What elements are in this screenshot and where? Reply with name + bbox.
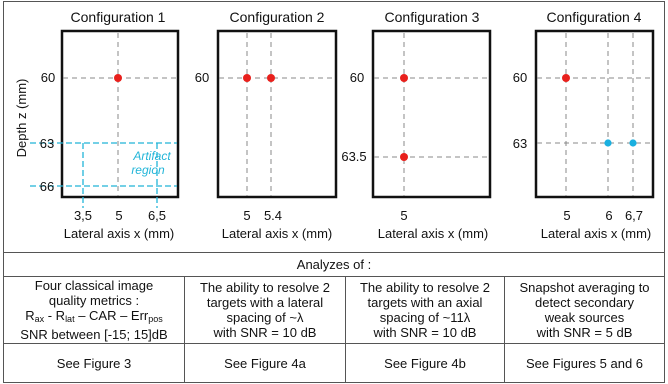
- depth-tick: 63.5: [341, 149, 366, 164]
- config-3-frame: [371, 29, 492, 199]
- artifact-label-1: Artifact: [132, 149, 171, 163]
- config-1-frame: [60, 29, 180, 199]
- config-4-title: Configuration 4: [547, 9, 642, 25]
- cell-line: SNR between [-15; 15]dB: [20, 327, 168, 342]
- metric-r: R: [25, 308, 35, 323]
- cell-line: Snapshot averaging to: [519, 280, 650, 295]
- cell-line: quality metrics :: [48, 293, 140, 308]
- depth-tick: 60: [41, 70, 55, 85]
- weak-source-point: [629, 139, 637, 147]
- metric-sub: ax: [34, 314, 45, 324]
- analysis-cell-snapshot: Snapshot averaging to detect secondary w…: [505, 277, 664, 343]
- cell-line: The ability to resolve 2: [199, 280, 331, 295]
- depth-tick: 66: [40, 179, 54, 194]
- metrics-formula: Rax - Rlat – CAR – Errpos: [25, 308, 163, 327]
- lateral-axis-label: Lateral axis x (mm): [222, 226, 333, 241]
- lateral-tick: 5.4: [264, 208, 282, 223]
- figure-reference: See Figure 3: [56, 356, 132, 371]
- artifact-label-2: region: [131, 163, 165, 177]
- config-3-title: Configuration 3: [385, 9, 480, 25]
- cell-line: with SNR = 5 dB: [536, 325, 633, 340]
- table-divider: [664, 252, 665, 383]
- metric-sep: - R: [44, 308, 66, 323]
- cell-line: Four classical image: [34, 278, 154, 293]
- analysis-cell-lateral: The ability to resolve 2 targets with a …: [185, 277, 345, 343]
- config-1-title: Configuration 1: [71, 9, 166, 25]
- analysis-cell-axial: The ability to resolve 2 targets with an…: [346, 277, 504, 343]
- lateral-axis-label: Lateral axis x (mm): [64, 226, 175, 241]
- cell-line: with SNR = 10 dB: [373, 325, 477, 340]
- target-point: [243, 74, 251, 82]
- figure-reference: See Figure 4b: [384, 356, 466, 371]
- cell-line: spacing of ~λ: [226, 310, 304, 325]
- weak-source-point: [604, 139, 612, 147]
- figure-reference: See Figures 5 and 6: [525, 356, 644, 371]
- cell-line: The ability to resolve 2: [359, 280, 491, 295]
- depth-tick: 60: [513, 70, 527, 85]
- cell-line: spacing of ~11λ: [379, 310, 471, 325]
- lateral-tick: 5: [400, 208, 407, 223]
- target-point: [400, 153, 408, 161]
- depth-tick: 63: [513, 136, 527, 151]
- figure-border: [3, 1, 665, 253]
- metric-rest: – CAR – Err: [74, 308, 149, 323]
- lateral-axis-label: Lateral axis x (mm): [541, 226, 652, 241]
- panel-config-3: Configuration 3 60 63.5 5 Lateral axis x…: [341, 9, 492, 241]
- table-divider: [345, 276, 346, 383]
- target-point: [114, 74, 122, 82]
- cell-line: with SNR = 10 dB: [213, 325, 317, 340]
- analysis-cell-metrics: Four classical image quality metrics : R…: [4, 277, 184, 343]
- table-divider: [3, 382, 665, 383]
- lateral-tick: 3,5: [74, 208, 92, 223]
- table-header: Analyzes of :: [296, 257, 372, 272]
- lateral-tick: 6: [605, 208, 612, 223]
- configuration-diagrams: Configuration 1 Artifact region 60 63 66…: [3, 1, 665, 253]
- depth-tick: 60: [195, 70, 209, 85]
- target-point: [400, 74, 408, 82]
- figure-reference: See Figure 4a: [224, 356, 306, 371]
- cell-line: targets with an axial: [367, 295, 483, 310]
- metric-sub: lat: [65, 314, 75, 324]
- lateral-tick: 6,5: [148, 208, 166, 223]
- table-divider: [184, 276, 185, 383]
- table-divider: [3, 343, 665, 344]
- depth-axis-label: Depth z (mm): [14, 79, 29, 158]
- cell-line: detect secondary: [534, 295, 634, 310]
- config-4-frame: [534, 29, 655, 199]
- lateral-axis-label: Lateral axis x (mm): [378, 226, 489, 241]
- panel-config-1: Configuration 1 Artifact region 60 63 66…: [14, 9, 180, 241]
- lateral-tick: 5: [115, 208, 122, 223]
- cell-line: targets with a lateral: [206, 295, 324, 310]
- config-2-frame: [216, 29, 338, 199]
- table-divider: [3, 252, 4, 383]
- target-point: [267, 74, 275, 82]
- panel-config-2: Configuration 2 60 5 5.4 Lateral axis x …: [195, 9, 338, 241]
- lateral-tick: 6,7: [625, 208, 643, 223]
- target-point: [562, 74, 570, 82]
- lateral-tick: 5: [243, 208, 250, 223]
- depth-tick: 63: [40, 136, 54, 151]
- lateral-tick: 5: [563, 208, 570, 223]
- config-2-title: Configuration 2: [230, 9, 325, 25]
- depth-tick: 60: [350, 70, 364, 85]
- panel-config-4: Configuration 4 60 63 5 6 6,7 Lateral ax…: [513, 9, 655, 241]
- metric-sub: pos: [148, 314, 163, 324]
- cell-line: weak sources: [544, 310, 625, 325]
- table-divider: [3, 276, 665, 277]
- table-divider: [504, 276, 505, 383]
